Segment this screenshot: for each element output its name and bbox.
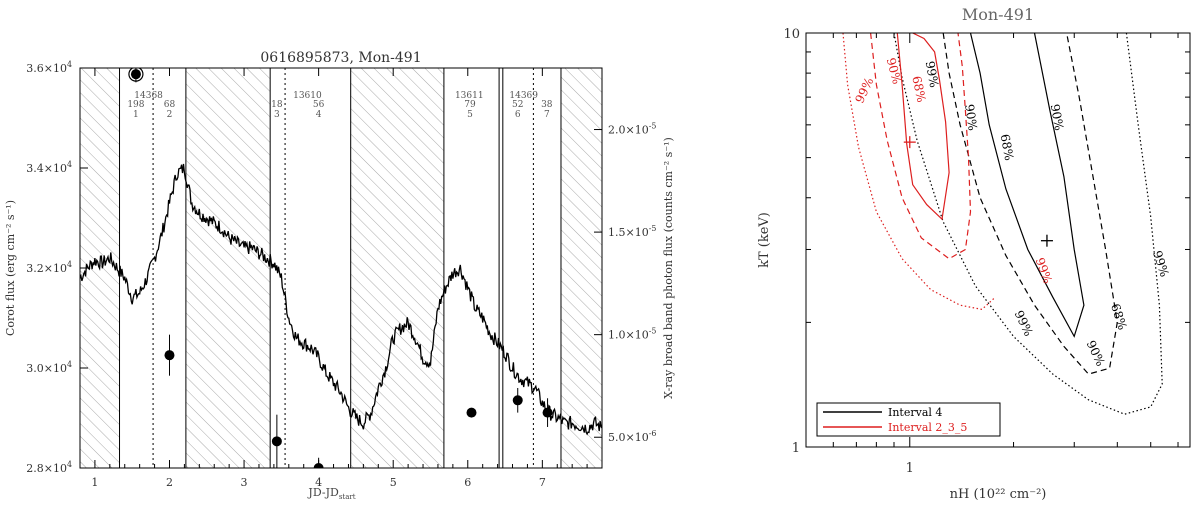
xray-point-ring [128,68,144,82]
x-tick-label: 4 [315,476,322,489]
legend-box [816,402,1001,437]
lightcurve-title: 0616895873, Mon-491 [260,50,421,66]
contour-xlabel: nH (10²² cm⁻²) [950,487,1047,502]
contour-level-label: 68% [998,133,1016,162]
y-right-tick-label: 1.0×10-5 [608,327,656,342]
contour-axis-ticks: 1 1 10 [783,27,1190,476]
x-tick-label: 1 [906,461,914,476]
contour-level-label: 90% [962,103,980,131]
lightcurve-panel: 0616895873, Mon-491 14368 13610 13611 14369… [4,50,675,501]
contour-level-label: 99% [923,60,941,89]
interval-count-label: 79 [464,100,476,110]
contour-99-line [893,33,1163,415]
legend-label-interval-4: Interval 4 [888,406,942,419]
best-fit-markers [903,136,1053,247]
lightcurve-frame [79,67,603,469]
y-tick-label: 10 [783,27,800,42]
contour-level-labels: 99%90%68%99%90%68%99%90%99% 68%90%99% [852,56,1171,368]
xray-point [164,350,175,361]
contour-title: Mon-491 [962,5,1034,24]
interval-count-label: 68 [164,100,176,110]
y-left-tick-label: 2.8×104 [26,460,72,475]
interval-count-label: 18 [271,100,283,110]
contour-level-label: 68% [1108,302,1130,332]
interval-number-label: 1 [133,110,139,120]
corot-lightcurve [80,163,602,436]
y-right-tick-label: 2.0×10-5 [608,122,656,137]
x-tick-label: 5 [390,476,397,489]
y-axis-right-ticks: 5.0×10-6 1.0×10-5 1.5×10-5 2.0×10-5 [594,122,656,444]
contour-level-label: 99% [852,75,876,105]
contour-panel: Mon-491 99%90%68%99%90%68%99%90%99% 68%90… [757,5,1191,502]
hatched-intervals [80,68,602,468]
x-tick-label: 6 [464,476,471,489]
interval-count-label: 56 [313,100,325,110]
y-left-tick-label: 3.6×104 [26,60,72,75]
y-axis-left-ticks: 2.8×104 3.0×104 3.2×104 3.4×104 3.6×104 [26,60,88,475]
legend-label-interval-2-3-5: Interval 2_3_5 [888,421,967,434]
interval-count-label: 52 [512,100,523,110]
interval-number-label: 6 [515,110,521,120]
contour-ylabel: kT (keV) [757,212,772,268]
interval-number-label: 5 [467,110,473,120]
hatched-interval [560,68,602,468]
x-tick-label: 3 [241,476,248,489]
y-right-tick-label: 1.5×10-5 [608,224,656,239]
contour-99-line [842,33,996,311]
lightcurve-xlabel: JD-JDstart [307,486,355,501]
legend: Interval 4 Interval 2_3_5 [816,402,1001,437]
contour-level-label: 99% [1033,256,1055,286]
interval-number-label: 4 [316,110,322,120]
interval-count-label: 38 [541,100,553,110]
y-left-tick-label: 3.0×104 [26,360,72,375]
contour-level-label: 99% [1012,308,1036,338]
obsid-label: 13611 [455,91,484,101]
hatched-interval [350,68,444,468]
y-tick-label: 1 [792,441,800,456]
contour-level-label: 90% [1048,103,1066,132]
x-tick-label: 7 [539,476,546,489]
contour-level-label: 90% [884,56,904,85]
contour-90-line [942,33,1118,375]
interval-boundaries [119,68,562,468]
xray-point [130,69,141,80]
obsid-label: 14369 [509,91,538,101]
y-right-tick-label: 5.0×10-6 [608,429,656,444]
x-tick-label: 2 [166,476,173,489]
xray-point [271,436,282,447]
interval-count-label: 198 [127,100,144,110]
interval-number-label: 7 [544,110,550,120]
obsid-label: 13610 [293,91,322,101]
y-left-tick-label: 3.4×104 [26,160,72,175]
hatched-interval [185,68,271,468]
x-tick-label: 1 [91,476,98,489]
lightcurve-ylabel-right: X-ray broad band photon flux (counts cm⁻… [662,137,675,399]
contour-level-label: 99% [1150,249,1172,279]
contour-68-line [896,33,950,221]
y-left-tick-label: 3.2×104 [26,260,72,275]
xray-point [542,407,553,418]
obsid-label: 14368 [134,91,163,101]
xray-flux-points [128,68,553,468]
interval-number-label: 3 [274,110,280,120]
contour-90-line [870,33,972,260]
contour-frame [805,32,1191,448]
contour-level-label: 68% [909,75,928,104]
xray-point [512,395,523,406]
confidence-contours [842,33,1163,415]
lightcurve-ylabel-left: Corot flux (erg cm⁻² s⁻¹) [4,200,17,336]
contour-level-label: 90% [1084,338,1108,368]
interval-number-label: 2 [167,110,173,120]
contour-68-line [969,33,1085,338]
xray-point [466,407,477,418]
